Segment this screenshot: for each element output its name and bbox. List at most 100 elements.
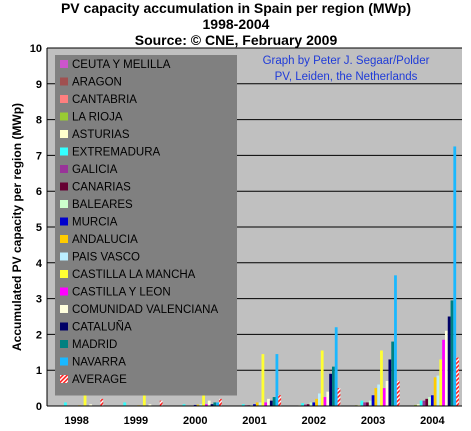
bar [210, 404, 214, 406]
x-tick-label: 1999 [124, 415, 148, 427]
bar [269, 400, 273, 406]
bar [216, 402, 220, 406]
bar [264, 402, 268, 406]
bar [323, 397, 327, 406]
bar [422, 400, 426, 406]
bar [272, 397, 276, 406]
legend-label: EXTREMADURA [72, 147, 161, 159]
bar [447, 316, 451, 406]
legend-swatch [60, 60, 68, 68]
bar [241, 404, 245, 406]
bar [456, 357, 459, 406]
chart-legend: CEUTA Y MELILLA ARAGON CANTABRIA LA RIOJA AS… [55, 55, 237, 396]
legend-swatch [60, 287, 68, 296]
bar [193, 404, 197, 406]
chart-title: PV capacity accumulation in Spain per re… [61, 0, 411, 48]
y-tick-label: 4 [36, 258, 43, 270]
bar [253, 404, 256, 406]
bar [374, 388, 378, 406]
bar [337, 388, 341, 406]
bar [267, 398, 270, 406]
bar [380, 350, 383, 406]
bar [331, 366, 335, 406]
bar [357, 404, 361, 406]
bar [64, 402, 67, 406]
legend-label: CANARIAS [72, 182, 131, 194]
x-tick-label: 2000 [183, 415, 207, 427]
bar [89, 404, 93, 406]
bar [278, 395, 282, 406]
y-tick-label: 6 [36, 186, 42, 198]
bar [425, 398, 429, 406]
bar [334, 327, 338, 406]
legend-swatch [60, 322, 68, 331]
bar [182, 404, 186, 406]
legend-background [55, 55, 237, 396]
y-tick-label: 1 [36, 365, 42, 377]
bar [303, 404, 307, 406]
legend-swatch [60, 182, 68, 191]
bar [453, 146, 457, 406]
bar [100, 398, 104, 406]
bar [419, 400, 423, 406]
bar [388, 359, 392, 406]
title-line: PV capacity accumulation in Spain per re… [61, 0, 411, 16]
y-axis-label: Accumulated PV capacity per region (MWp) [10, 103, 24, 351]
bar [255, 402, 259, 406]
bar [430, 395, 434, 406]
legend-swatch [60, 112, 68, 121]
legend-label: CANTABRIA [72, 94, 137, 106]
bar [329, 373, 332, 406]
bar [416, 404, 420, 406]
bar [199, 404, 203, 406]
bar [442, 339, 445, 406]
y-tick-label: 8 [36, 115, 42, 127]
legend-swatch [60, 340, 68, 348]
bar [377, 384, 381, 406]
legend-label: MURCIA [72, 217, 118, 229]
x-tick-label: 2003 [361, 415, 385, 427]
bar [439, 359, 443, 406]
legend-label: NAVARRA [72, 357, 126, 369]
legend-label: BALEARES [72, 199, 133, 211]
legend-swatch [60, 235, 68, 243]
bar [205, 404, 208, 406]
legend-label: LA RIOJA [72, 112, 123, 124]
bar [391, 341, 395, 406]
legend-label: CASTILLA Y LEON [72, 287, 171, 299]
legend-swatch [60, 147, 68, 156]
bar [363, 402, 367, 406]
legend-swatch [60, 165, 68, 173]
y-tick-label: 3 [36, 294, 42, 306]
bar [368, 400, 372, 406]
legend-swatch [60, 217, 68, 226]
legend-swatch [60, 357, 68, 366]
credit-line: Graph by Peter J. Segaar/Polder [263, 55, 430, 67]
bar [450, 300, 454, 406]
bar [436, 375, 440, 406]
bar [414, 404, 417, 406]
legend-label: ANDALUCIA [72, 234, 138, 246]
bar [396, 380, 400, 406]
bar [207, 400, 211, 406]
y-tick-label: 0 [36, 401, 42, 413]
title-line: 1998-2004 [203, 16, 270, 32]
legend-label: CEUTA Y MELILLA [72, 59, 171, 71]
x-tick-label: 2001 [242, 415, 266, 427]
legend-label: MADRID [72, 339, 117, 351]
bar [258, 402, 262, 406]
bar [382, 388, 386, 406]
bar [123, 402, 127, 406]
bar [444, 330, 448, 406]
bar [219, 398, 222, 406]
legend-swatch [60, 130, 68, 138]
bar [312, 402, 316, 406]
credit-line: PV, Leiden, the Netherlands [275, 71, 418, 83]
bar [326, 391, 330, 406]
legend-swatch [60, 375, 68, 383]
bar [320, 350, 324, 406]
x-tick-label: 1998 [64, 415, 88, 427]
legend-label: AVERAGE [72, 374, 127, 386]
